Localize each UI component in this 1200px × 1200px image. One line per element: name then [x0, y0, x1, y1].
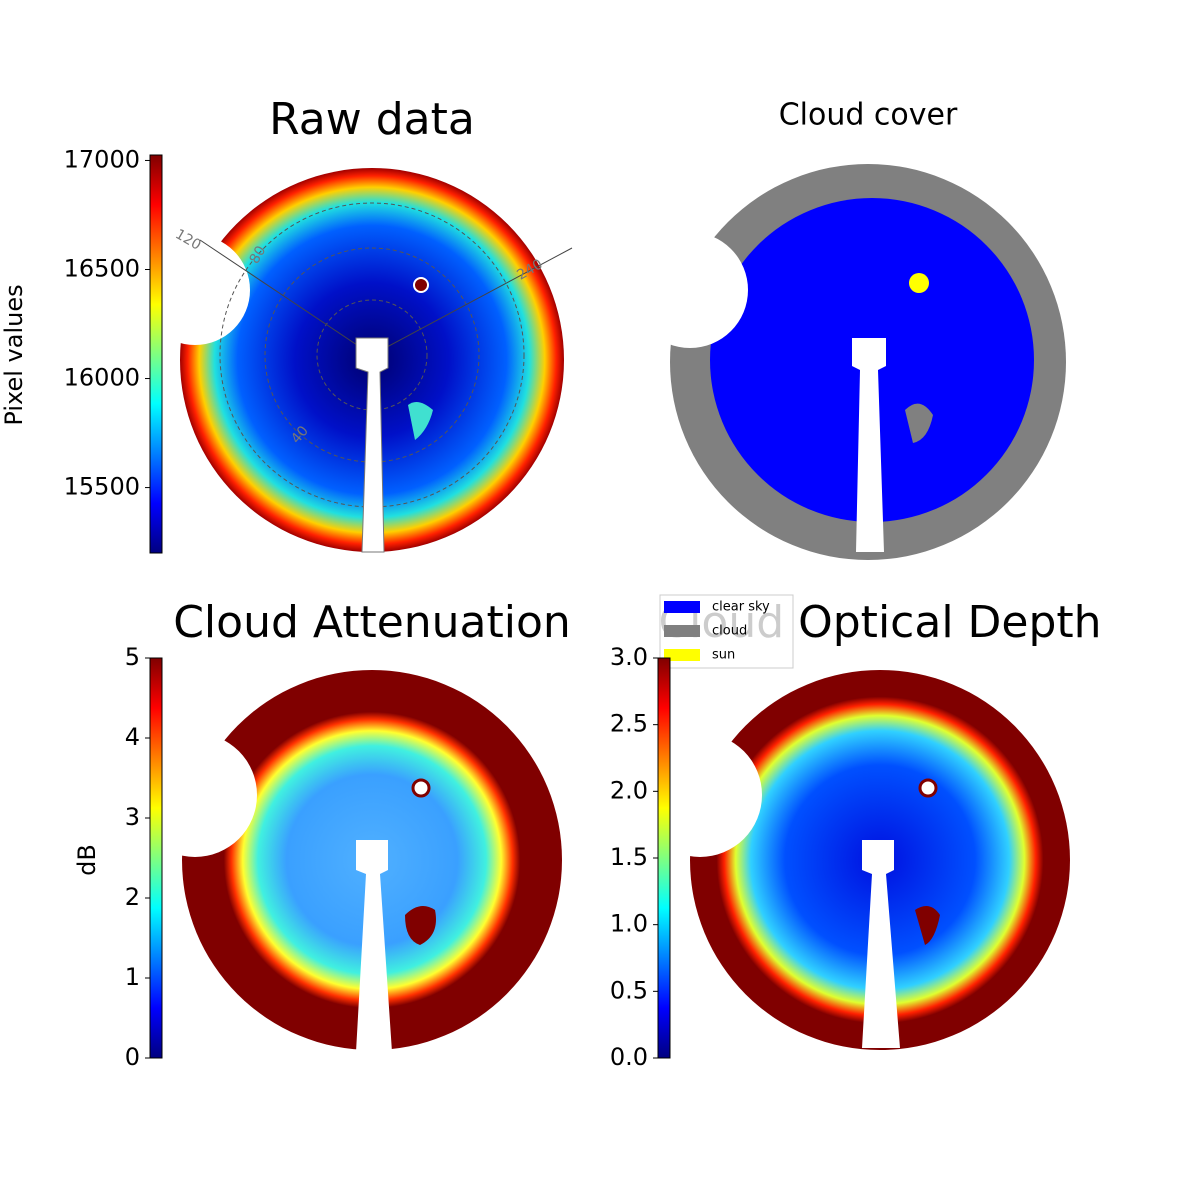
legend-label: cloud — [712, 624, 747, 639]
tick-label: 0.5 — [610, 976, 648, 1004]
tick-label: 1.5 — [610, 843, 648, 871]
tick-label: 2.0 — [610, 776, 648, 804]
legend-swatch — [664, 601, 700, 613]
tick-label: 2 — [125, 883, 140, 911]
tick-label: 17000 — [64, 145, 140, 173]
tick-label: 16500 — [64, 254, 140, 282]
panel-title: Cloud Attenuation — [173, 597, 571, 648]
legend-swatch — [664, 625, 700, 637]
tick-label: 1.0 — [610, 910, 648, 938]
colorbar — [149, 657, 163, 1059]
cloud-cover-image — [632, 164, 1066, 560]
attenuation-image — [133, 670, 562, 1052]
legend: clear sky cloud sun — [659, 594, 794, 669]
raw-image — [140, 168, 573, 553]
colorbar-label: Pixel values — [0, 284, 28, 425]
colorbar-label: dB — [73, 844, 101, 876]
legend-label: sun — [712, 648, 735, 663]
panel-title: Cloud cover — [779, 98, 958, 133]
tick-label: 3.0 — [610, 643, 648, 671]
tick-label: 16000 — [64, 364, 140, 392]
colorbar — [657, 657, 671, 1059]
tick-label: 0.0 — [610, 1043, 648, 1071]
tick-label: 1 — [125, 963, 140, 991]
polar-label: 80 — [247, 243, 270, 266]
optical-depth-image — [638, 670, 1070, 1050]
tick-label: 15500 — [64, 473, 140, 501]
tick-label: 0 — [125, 1043, 140, 1071]
tick-label: 4 — [125, 723, 140, 751]
colorbar — [149, 154, 163, 554]
legend-label: clear sky — [712, 600, 770, 615]
tick-label: 5 — [125, 643, 140, 671]
tick-label: 2.5 — [610, 710, 648, 738]
legend-swatch — [664, 649, 700, 661]
tick-label: 3 — [125, 803, 140, 831]
panel-title: Raw data — [269, 94, 475, 145]
